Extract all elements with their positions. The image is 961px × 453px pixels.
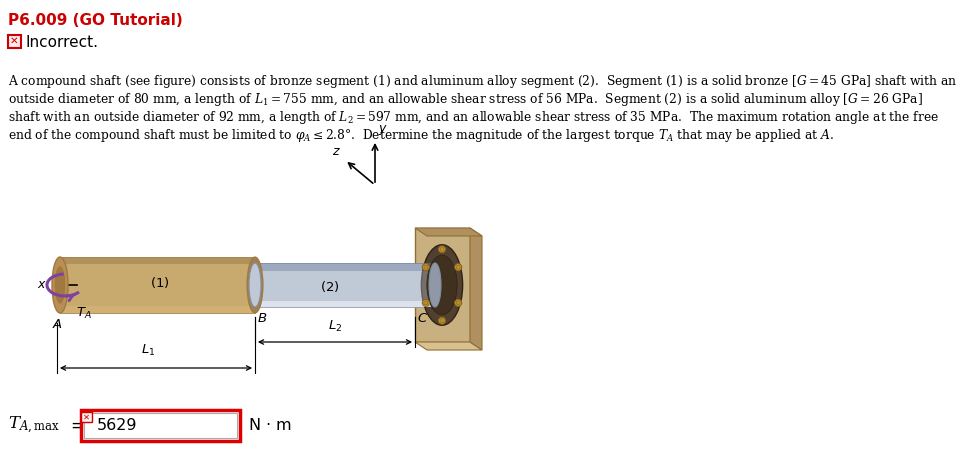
Ellipse shape [52, 257, 68, 313]
Text: N $\cdot$ m: N $\cdot$ m [248, 417, 291, 433]
Text: ✕: ✕ [11, 36, 19, 46]
Text: A compound shaft (see figure) consists of bronze segment (1) and aluminum alloy : A compound shaft (see figure) consists o… [8, 73, 956, 90]
Ellipse shape [429, 263, 440, 307]
Text: $T_A$: $T_A$ [76, 306, 92, 321]
FancyBboxPatch shape [84, 413, 236, 438]
Text: $(2)$: $(2)$ [320, 280, 339, 294]
Ellipse shape [422, 299, 429, 306]
Ellipse shape [439, 318, 444, 323]
Text: $(1)$: $(1)$ [150, 275, 170, 289]
Text: outside diameter of 80 mm, a length of $L_1 = 755$ mm, and an allowable shear st: outside diameter of 80 mm, a length of $… [8, 91, 922, 108]
Polygon shape [60, 306, 255, 313]
Text: $T_{A,\mathrm{max}}$: $T_{A,\mathrm{max}}$ [8, 414, 60, 435]
Ellipse shape [455, 299, 461, 306]
Text: 5629: 5629 [97, 418, 137, 433]
Text: $A$: $A$ [52, 318, 62, 331]
Text: $x$: $x$ [37, 279, 47, 291]
Polygon shape [414, 228, 481, 236]
Polygon shape [255, 271, 434, 301]
Ellipse shape [247, 257, 262, 313]
Text: end of the compound shaft must be limited to $\varphi_A \leq 2.8°$.  Determine t: end of the compound shaft must be limite… [8, 127, 833, 144]
Polygon shape [255, 263, 434, 271]
Text: ✕: ✕ [83, 413, 90, 421]
Text: $L_1$: $L_1$ [140, 343, 155, 358]
Ellipse shape [424, 265, 428, 269]
Text: $=$: $=$ [67, 416, 85, 434]
Ellipse shape [424, 301, 428, 305]
Ellipse shape [439, 247, 444, 251]
Polygon shape [414, 342, 481, 350]
Text: $z$: $z$ [332, 145, 340, 158]
Text: $y$: $y$ [378, 123, 387, 137]
FancyBboxPatch shape [81, 410, 239, 441]
Ellipse shape [421, 245, 462, 325]
Polygon shape [60, 257, 255, 264]
Ellipse shape [456, 301, 459, 305]
FancyBboxPatch shape [8, 35, 21, 48]
FancyBboxPatch shape [81, 412, 92, 422]
Polygon shape [470, 228, 481, 350]
Ellipse shape [455, 264, 461, 271]
Text: $L_2$: $L_2$ [328, 319, 342, 334]
Ellipse shape [249, 263, 260, 307]
Ellipse shape [438, 317, 445, 324]
Ellipse shape [55, 267, 65, 303]
Text: $C$: $C$ [416, 312, 428, 325]
Polygon shape [255, 301, 434, 307]
Ellipse shape [427, 255, 456, 315]
Text: $B$: $B$ [257, 312, 267, 325]
Ellipse shape [456, 265, 459, 269]
Polygon shape [255, 263, 434, 307]
Text: shaft with an outside diameter of 92 mm, a length of $L_2 = 597$ mm, and an allo: shaft with an outside diameter of 92 mm,… [8, 109, 938, 126]
Text: Incorrect.: Incorrect. [26, 35, 99, 50]
Polygon shape [414, 228, 470, 342]
Polygon shape [60, 257, 255, 313]
Ellipse shape [438, 246, 445, 253]
Ellipse shape [422, 264, 429, 271]
Text: P6.009 (GO Tutorial): P6.009 (GO Tutorial) [8, 13, 183, 28]
